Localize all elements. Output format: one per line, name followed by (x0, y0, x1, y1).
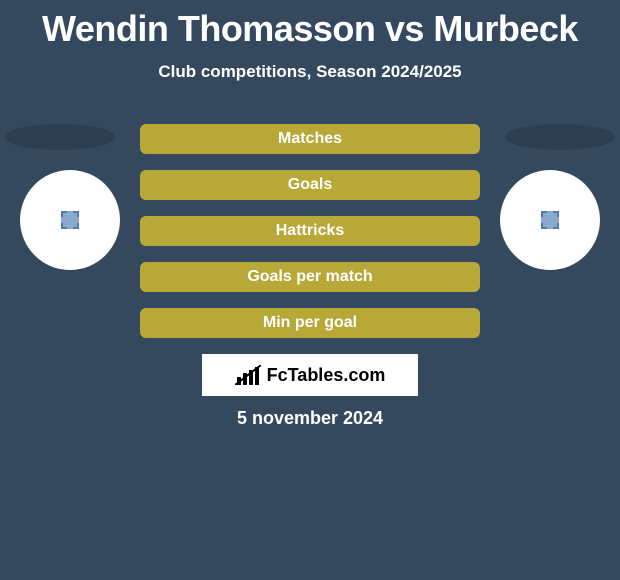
fctables-logo-text: FcTables.com (267, 365, 386, 386)
stat-bar-matches: Matches (140, 124, 480, 154)
barchart-icon (235, 365, 261, 385)
fctables-logo: FcTables.com (202, 354, 418, 396)
stat-bar-hattricks: Hattricks (140, 216, 480, 246)
date-label: 5 november 2024 (0, 408, 620, 429)
stat-bar-goals-per-match: Goals per match (140, 262, 480, 292)
page-title: Wendin Thomasson vs Murbeck (0, 0, 620, 50)
stat-bar-min-per-goal: Min per goal (140, 308, 480, 338)
player-avatar-right (500, 170, 600, 270)
page-subtitle: Club competitions, Season 2024/2025 (0, 62, 620, 82)
avatar-placeholder-icon (541, 211, 559, 229)
stats-container: Matches Goals Hattricks Goals per match … (140, 124, 480, 354)
player-shadow-right (505, 124, 615, 150)
stat-bar-goals: Goals (140, 170, 480, 200)
avatar-placeholder-icon (61, 211, 79, 229)
player-avatar-left (20, 170, 120, 270)
player-shadow-left (5, 124, 115, 150)
